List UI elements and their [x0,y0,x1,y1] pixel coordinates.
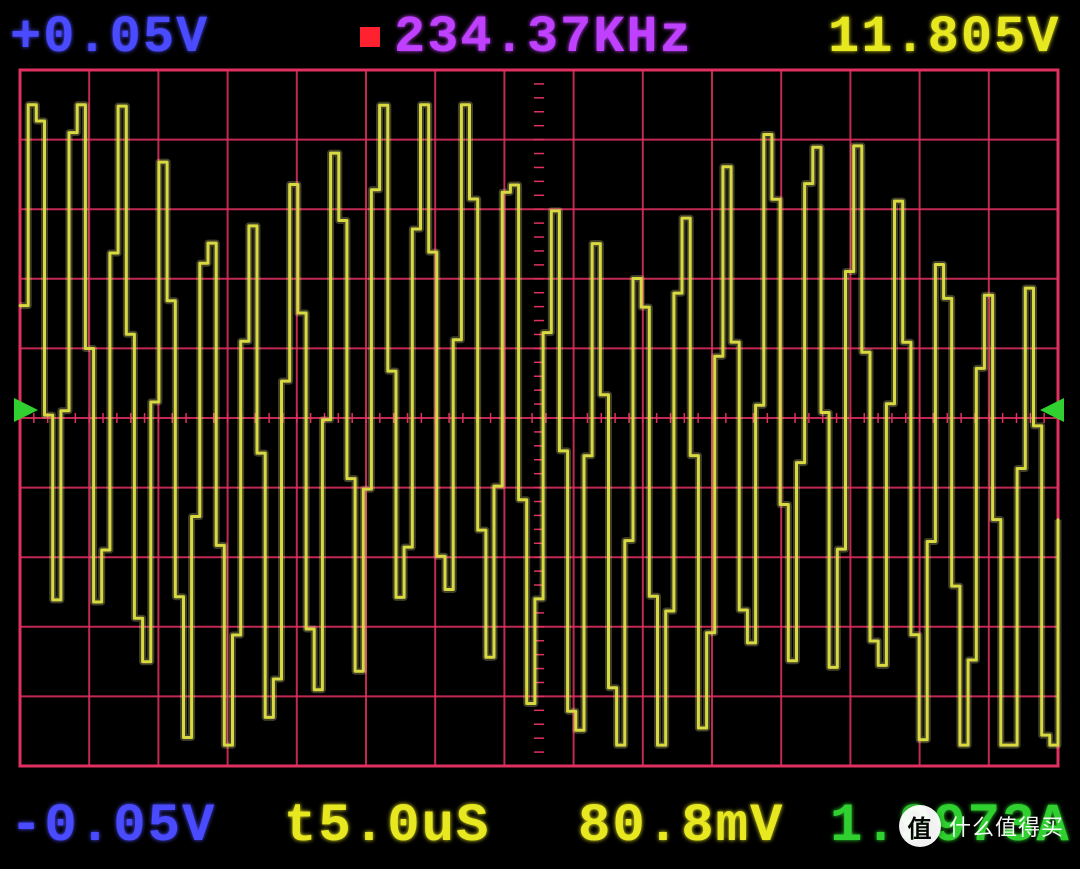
watermark-badge-icon: 值 [899,805,941,847]
watermark-text: 什么值得买 [949,810,1064,842]
frequency-value: 234.37KHz [394,8,693,67]
voltage-readout: 11.805V [828,8,1060,67]
voltage-per-div-neg: -0.05V [10,796,216,857]
scope-grid-waveform [0,0,1080,869]
time-per-div: t5.0uS [284,796,490,857]
watermark: 值 什么值得买 [899,805,1064,847]
voltage-per-div-pos: +0.05V [10,8,209,67]
stop-icon [360,27,380,47]
vpp-readout: 80.8mV [578,796,784,857]
frequency-readout: 234.37KHz [360,8,693,67]
oscilloscope-screen: +0.05V 234.37KHz 11.805V -0.05V t5.0uS 8… [0,0,1080,869]
